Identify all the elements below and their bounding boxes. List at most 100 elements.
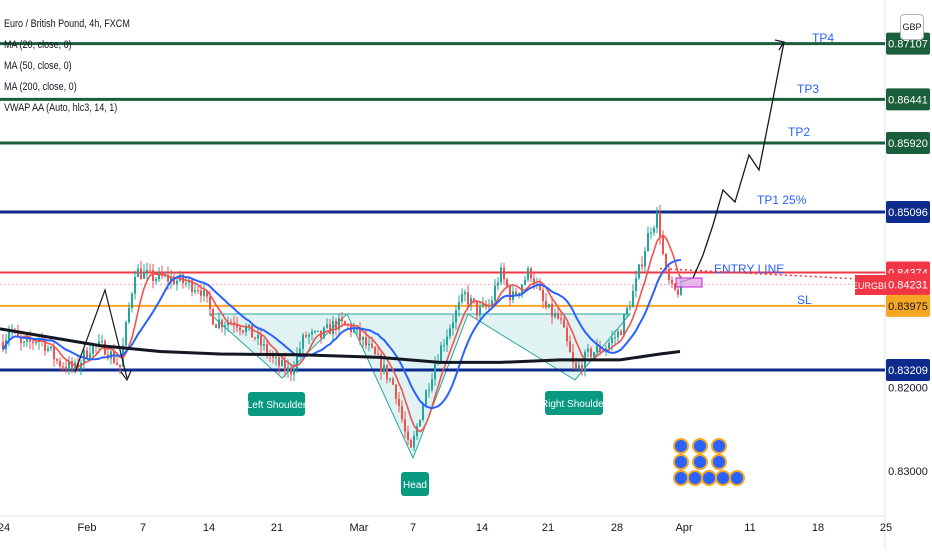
candle-body <box>116 362 118 365</box>
candle-body <box>533 278 535 285</box>
candle-body <box>101 341 103 343</box>
economic-event-icon <box>687 470 703 486</box>
candle-body <box>53 346 55 360</box>
economic-event-icon <box>673 454 689 470</box>
candle-body <box>452 322 454 329</box>
candle-body <box>395 384 397 399</box>
price-label-box-support <box>886 359 930 381</box>
candle-body <box>632 291 634 308</box>
indicator-ma20[interactable]: MA (20, close, 0) <box>4 39 72 51</box>
candle-body <box>566 327 568 342</box>
economic-event-icon <box>711 454 727 470</box>
candle-body <box>425 390 427 405</box>
price-label-tp2: 0.85920 <box>888 138 928 150</box>
price-label-support: 0.83209 <box>888 365 928 377</box>
candle-body <box>455 310 457 323</box>
candle-body <box>650 232 652 234</box>
x-tick-label: Apr <box>675 522 692 534</box>
candle-body <box>47 348 49 351</box>
candle-body <box>581 365 583 371</box>
candle-body <box>443 345 445 347</box>
x-tick-label: 18 <box>812 522 824 534</box>
candle-body <box>419 419 421 427</box>
candle-body <box>431 379 433 390</box>
level-text-sl: SL <box>797 293 812 307</box>
x-tick-label: Feb <box>78 522 97 534</box>
candle-body <box>554 312 556 317</box>
candle-body <box>629 307 631 309</box>
candle-body <box>401 406 403 420</box>
candle-body <box>641 264 643 267</box>
economic-event-icon <box>673 438 689 454</box>
candle-body <box>416 426 418 436</box>
candle-body <box>575 362 577 369</box>
economic-event-icon <box>701 470 717 486</box>
candle-body <box>596 345 598 353</box>
candle-body <box>368 343 370 346</box>
symbol-title[interactable]: Euro / British Pound, 4h, FXCM <box>4 18 130 30</box>
candle-body <box>392 378 394 385</box>
pattern-label-text: Left Shoulder <box>247 400 307 411</box>
indicator-ma200[interactable]: MA (200, close, 0) <box>4 81 77 93</box>
candle-body <box>509 286 511 301</box>
candle-body <box>467 292 469 305</box>
indicator-vwap[interactable]: VWAP AA (Auto, hlc3, 14, 1) <box>4 102 118 114</box>
candle-body <box>188 280 190 283</box>
candle-body <box>638 264 640 279</box>
x-tick-label: 11 <box>744 522 755 534</box>
candle-body <box>656 212 658 228</box>
candle-body <box>461 294 463 303</box>
candle-body <box>185 282 187 284</box>
zigzag-arrowhead <box>120 370 132 382</box>
candle-body <box>68 361 70 370</box>
candle-body <box>122 345 124 367</box>
candle-body <box>332 320 334 335</box>
candle-body <box>422 404 424 420</box>
candle-body <box>563 319 565 328</box>
candle-body <box>212 308 214 325</box>
price-label-box-tp3 <box>886 88 930 111</box>
candle-body <box>527 268 529 280</box>
candle-body <box>653 227 655 233</box>
currency-button[interactable]: GBP <box>900 14 924 40</box>
candle-body <box>482 303 484 307</box>
candle-body <box>326 324 328 328</box>
level-text-tp1: TP1 25% <box>757 193 807 207</box>
candle-body <box>257 334 259 339</box>
candle-body <box>29 338 31 342</box>
candle-body <box>620 331 622 336</box>
candle-body <box>194 290 196 292</box>
candle-body <box>542 289 544 302</box>
candle-body <box>197 290 199 292</box>
candle-body <box>329 324 331 335</box>
candle-body <box>428 389 430 391</box>
x-tick-label: 7 <box>140 522 146 534</box>
candle-body <box>65 366 67 370</box>
candle-body <box>158 271 160 280</box>
price-label-box-entry <box>886 273 930 296</box>
pattern-triangle <box>466 313 632 381</box>
candle-body <box>359 328 361 340</box>
y-tick-label: 0.83000 <box>888 466 928 478</box>
candle-body <box>50 346 52 349</box>
candle-body <box>494 285 496 301</box>
candle-body <box>491 300 493 306</box>
candle-body <box>590 348 592 357</box>
candle-body <box>224 325 226 328</box>
candle-body <box>371 343 373 348</box>
pattern-label-text: Right Shoulder <box>541 399 608 410</box>
candle-body <box>152 270 154 282</box>
candle-body <box>125 322 127 346</box>
candle-body <box>149 269 151 271</box>
y-tick-label: 0.82000 <box>888 382 928 394</box>
candle-body <box>611 338 613 344</box>
candle-body <box>278 357 280 366</box>
candle-body <box>398 398 400 407</box>
candle-body <box>200 290 202 296</box>
candle-body <box>317 330 319 332</box>
candle-body <box>299 348 301 354</box>
candle-body <box>251 324 253 338</box>
indicator-ma50[interactable]: MA (50, close, 0) <box>4 60 72 72</box>
